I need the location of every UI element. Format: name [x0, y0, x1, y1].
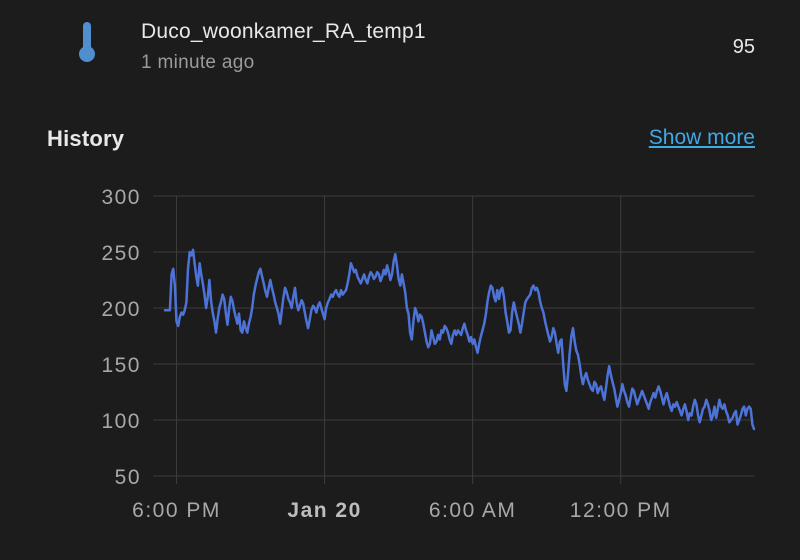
- series-line: [163, 248, 756, 431]
- entity-state-value: 95: [732, 36, 755, 58]
- entity-name: Duco_woonkamer_RA_temp1: [141, 20, 426, 43]
- thermometer-bulb: [79, 46, 95, 62]
- y-tick-label: 150: [101, 354, 141, 377]
- y-tick-label: 200: [101, 298, 141, 321]
- x-tick-label: 6:00 AM: [429, 499, 517, 522]
- y-tick-label: 250: [101, 242, 141, 265]
- thermometer-stem: [83, 22, 91, 52]
- show-more-link[interactable]: Show more: [648, 126, 755, 149]
- y-tick-label: 300: [101, 186, 141, 209]
- entity-row[interactable]: Duco_woonkamer_RA_temp1 1 minute ago 95: [0, 0, 800, 100]
- x-tick-label: Jan 20: [287, 499, 361, 522]
- entity-last-updated: 1 minute ago: [141, 52, 255, 73]
- x-tick-label: 12:00 PM: [570, 499, 672, 522]
- history-title: History: [47, 126, 125, 151]
- y-tick-label: 50: [115, 466, 141, 489]
- chart-lines: [163, 248, 756, 431]
- x-tick-label: 6:00 PM: [132, 499, 221, 522]
- chart-labels: 300 250 200 150 100 50 6:00 PM Jan 20 6:00 AM 12:…: [101, 186, 672, 522]
- chart-grid: [153, 195, 754, 484]
- thermometer-icon: [79, 22, 95, 62]
- y-tick-label: 100: [101, 410, 141, 433]
- history-chart: 300 250 200 150 100 50 6:00 PM Jan 20 6:00 AM 12:…: [101, 186, 756, 522]
